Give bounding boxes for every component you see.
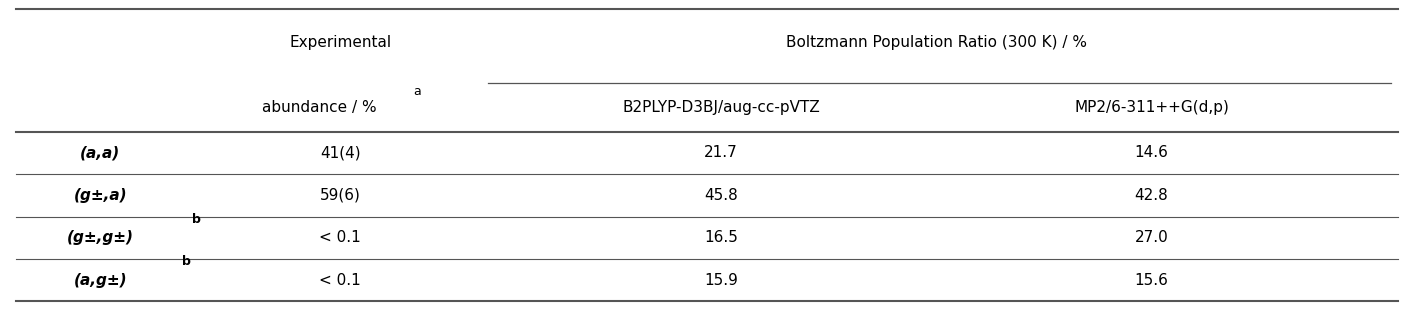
Text: B2PLYP-D3BJ/aug-cc-pVTZ: B2PLYP-D3BJ/aug-cc-pVTZ (622, 99, 820, 115)
Text: (g±,a): (g±,a) (74, 188, 127, 203)
Text: Experimental: Experimental (288, 35, 392, 50)
Text: 45.8: 45.8 (704, 188, 738, 203)
Text: (g±,g±): (g±,g±) (66, 230, 134, 245)
Text: (a,a): (a,a) (81, 145, 120, 160)
Text: 15.6: 15.6 (1134, 273, 1168, 288)
Text: 27.0: 27.0 (1134, 230, 1168, 245)
Text: a: a (413, 85, 421, 98)
Text: < 0.1: < 0.1 (320, 273, 361, 288)
Text: 42.8: 42.8 (1134, 188, 1168, 203)
Text: Boltzmann Population Ratio (300 K) / %: Boltzmann Population Ratio (300 K) / % (786, 35, 1087, 50)
Text: 21.7: 21.7 (704, 145, 738, 160)
Text: (a,g±): (a,g±) (74, 273, 127, 288)
Text: < 0.1: < 0.1 (320, 230, 361, 245)
Text: 16.5: 16.5 (704, 230, 738, 245)
Text: 59(6): 59(6) (320, 188, 361, 203)
Text: 14.6: 14.6 (1134, 145, 1168, 160)
Text: MP2/6-311++G(d,p): MP2/6-311++G(d,p) (1075, 99, 1229, 115)
Text: b: b (192, 213, 201, 226)
Text: b: b (182, 255, 191, 269)
Text: 41(4): 41(4) (320, 145, 361, 160)
Text: 15.9: 15.9 (704, 273, 738, 288)
Text: abundance / %: abundance / % (262, 99, 376, 115)
